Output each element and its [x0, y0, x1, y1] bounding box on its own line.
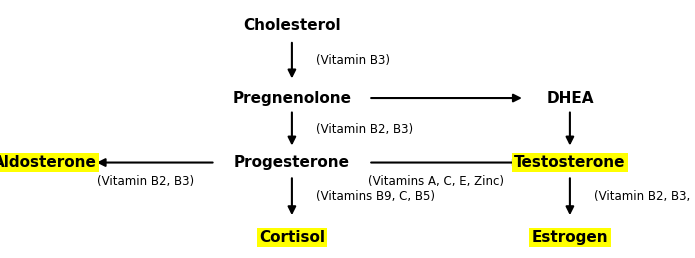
Text: Progesterone: Progesterone [234, 155, 350, 170]
Text: Aldosterone: Aldosterone [0, 155, 97, 170]
Text: (Vitamin B2, B3, E): (Vitamin B2, B3, E) [594, 190, 695, 203]
Text: (Vitamins A, C, E, Zinc): (Vitamins A, C, E, Zinc) [368, 175, 505, 188]
Text: DHEA: DHEA [546, 91, 594, 106]
Text: (Vitamin B2, B3): (Vitamin B2, B3) [97, 175, 195, 188]
Text: Pregnenolone: Pregnenolone [232, 91, 352, 106]
Text: (Vitamins B9, C, B5): (Vitamins B9, C, B5) [316, 190, 435, 203]
Text: (Vitamin B2, B3): (Vitamin B2, B3) [316, 123, 414, 135]
Text: Testosterone: Testosterone [514, 155, 626, 170]
Text: Cortisol: Cortisol [259, 230, 325, 245]
Text: Cholesterol: Cholesterol [243, 18, 341, 33]
Text: Estrogen: Estrogen [532, 230, 608, 245]
Text: (Vitamin B3): (Vitamin B3) [316, 54, 390, 67]
